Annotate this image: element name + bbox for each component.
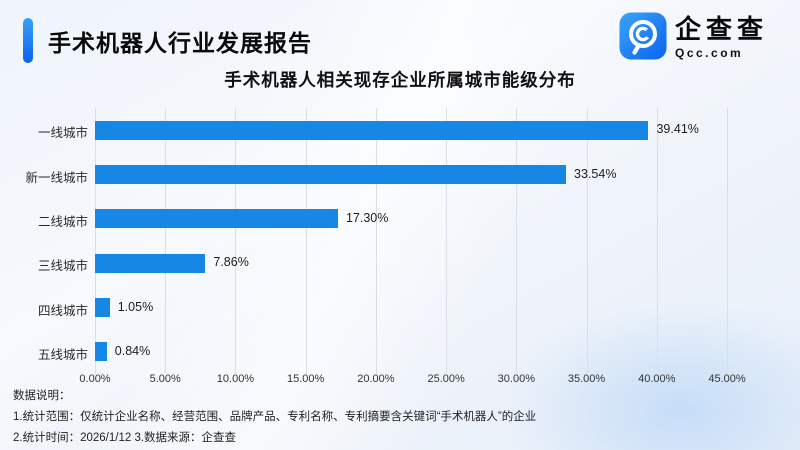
gridline [656,108,658,374]
x-tick-label: 0.00% [79,373,111,385]
chart-title: 手术机器人相关现存企业所属城市能级分布 [224,70,576,90]
x-tick-label: 5.00% [149,373,181,385]
notes-line-1: 1.统计范围：仅统计企业名称、经营范围、品牌产品、专利名称、专利摘要含关键词“手… [13,411,537,423]
gridline [516,108,518,374]
gridline [235,108,237,374]
gridline [95,108,96,374]
gridline [305,108,307,374]
value-label: 33.54% [574,166,617,181]
category-label: 三线城市 [37,259,88,274]
value-label: 39.41% [656,122,699,137]
gridline [446,108,448,374]
qcc-logo-domain: Qcc.com [675,46,744,60]
bar [95,298,110,317]
x-tick-label: 10.00% [216,373,255,385]
qcc-logo-text: 企查查 Qcc.com [675,12,768,60]
category-label: 新一线城市 [25,170,88,185]
x-tick-label: 15.00% [287,373,325,385]
value-label: 17.30% [345,210,389,225]
x-tick-label: 25.00% [427,373,465,385]
gridline [727,108,728,374]
category-label: 一线城市 [37,126,88,141]
value-label: 1.05% [117,299,154,314]
notes-heading: 数据说明： [13,390,71,402]
gridline [375,108,377,374]
x-tick-label: 40.00% [638,373,676,385]
bar [95,209,338,229]
gridline [586,108,588,374]
qcc-logo-name: 企查查 [675,14,769,44]
bar [95,342,107,362]
bar [95,253,206,273]
notes-line-2: 2.统计时间：2026/1/12 3.数据来源：企查查 [13,432,237,444]
gridline [165,108,167,374]
x-tick-label: 45.00% [708,373,746,385]
x-tick-label: 35.00% [567,373,606,385]
bar [95,165,567,184]
title-accent-bar [23,18,33,63]
x-tick-label: 20.00% [357,373,395,385]
x-tick-label: 30.00% [497,373,535,385]
category-label: 五线城市 [37,347,88,362]
category-label: 四线城市 [37,303,88,318]
report-title: 手术机器人行业发展报告 [48,30,312,56]
value-label: 7.86% [213,255,249,270]
data-notes: 数据说明： 1.统计范围：仅统计企业名称、经营范围、品牌产品、专利名称、专利摘要… [13,386,536,449]
category-label: 二线城市 [37,214,88,229]
value-label: 0.84% [114,343,151,358]
qcc-logo: 企查查 Qcc.com [619,12,768,60]
bar [95,120,649,140]
qcc-logo-icon [619,12,667,60]
